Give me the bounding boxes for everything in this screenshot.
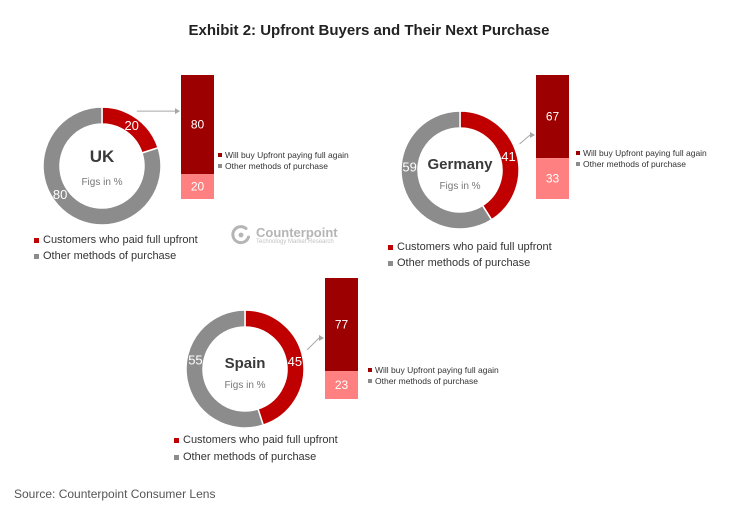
bar-spain-buy-again (325, 278, 358, 372)
watermark-name: Counterpoint (256, 224, 338, 240)
bar-uk-other-purchase (181, 174, 214, 199)
bar-label-germany-other-purchase: 33 (546, 172, 560, 186)
bar-label-spain-other-purchase: 23 (335, 378, 349, 392)
bar-label-germany-buy-again: 67 (546, 110, 560, 124)
legend-uk-paid-upfront: Customers who paid full upfront (34, 234, 198, 246)
legend-swatch (576, 162, 580, 166)
legend-spain-buy-again: Will buy Upfront paying full again (368, 365, 499, 375)
legend-swatch (218, 164, 222, 168)
donut-slice-uk-other-methods (42, 106, 162, 226)
legend-germany-other-purchase: Other methods of purchase (576, 159, 686, 169)
donut-center-spain-note: Figs in % (224, 380, 265, 391)
donut-label-spain-other-methods: 55 (188, 352, 202, 367)
legend-spain-other-purchase: Other methods of purchase (368, 376, 478, 386)
legend-germany-paid-upfront: Customers who paid full upfront (388, 241, 552, 253)
counterpoint-logo-icon (231, 225, 250, 245)
legend-swatch (34, 253, 39, 259)
legend-uk-other-methods: Other methods of purchase (34, 250, 176, 262)
bar-germany-buy-again (536, 75, 569, 159)
donut-label-uk-other-methods: 80 (53, 187, 67, 202)
connector-spain (306, 337, 320, 351)
legend-uk-buy-again: Will buy Upfront paying full again (218, 150, 349, 160)
bar-label-uk-buy-again: 80 (191, 118, 205, 132)
watermark-tagline: Technology Market Research (256, 238, 334, 245)
bar-uk-buy-again (181, 75, 214, 175)
donut-center-spain-country: Spain (225, 355, 266, 372)
donut-center-uk-country: UK (90, 147, 115, 166)
legend-swatch (218, 153, 222, 157)
donut-label-germany-other-methods: 59 (402, 160, 416, 175)
bar-germany-other-purchase (536, 158, 569, 199)
donut-slice-germany-other-methods (400, 110, 493, 230)
bar-label-spain-buy-again: 77 (335, 318, 349, 332)
legend-swatch (368, 368, 372, 372)
donut-center-uk-note: Figs in % (81, 177, 122, 188)
donut-center-germany-note: Figs in % (439, 181, 480, 192)
connector-germany-arrowhead (530, 132, 535, 138)
source-note: Source: Counterpoint Consumer Lens (14, 487, 216, 501)
counterpoint-watermark: Counterpoint Technology Market Research (230, 224, 338, 246)
legend-germany-buy-again: Will buy Upfront paying full again (576, 148, 707, 158)
bar-spain-other-purchase (325, 371, 358, 399)
connector-uk-arrowhead (175, 108, 180, 115)
donut-label-spain-paid-upfront: 45 (288, 354, 302, 369)
donut-center-germany-country: Germany (427, 156, 493, 173)
bar-label-uk-other-purchase: 20 (191, 180, 205, 194)
connector-spain-arrowhead (319, 335, 324, 341)
legend-swatch (174, 454, 179, 460)
legend-germany-other-methods: Other methods of purchase (388, 257, 530, 269)
legend-uk-other-purchase: Other methods of purchase (218, 161, 328, 171)
legend-swatch (34, 237, 39, 243)
chart-title: Exhibit 2: Upfront Buyers and Their Next… (188, 22, 550, 39)
legend-swatch (388, 244, 393, 250)
legend-swatch (576, 151, 580, 155)
legend-swatch (174, 437, 179, 443)
donut-slice-spain-paid-upfront (244, 309, 305, 427)
legend-swatch (388, 260, 393, 266)
connector-germany (519, 134, 531, 145)
legend-swatch (368, 379, 372, 383)
donut-label-germany-paid-upfront: 41 (501, 149, 515, 164)
legend-spain-paid-upfront: Customers who paid full upfront (174, 434, 338, 446)
donut-label-uk-paid-upfront: 20 (124, 118, 138, 133)
donut-slice-spain-other-methods (185, 309, 265, 429)
legend-spain-other-methods: Other methods of purchase (174, 451, 316, 463)
